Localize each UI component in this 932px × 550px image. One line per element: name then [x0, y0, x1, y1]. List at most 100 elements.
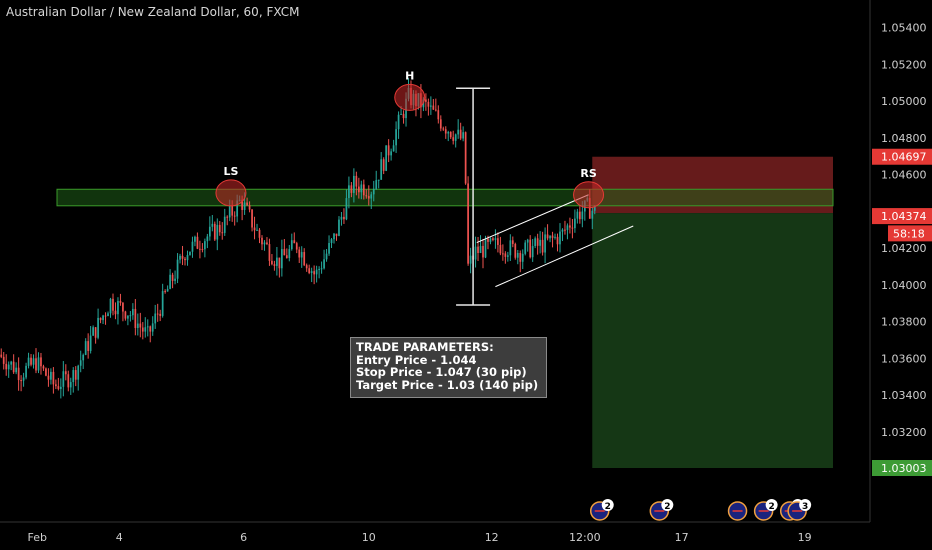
candle-body: [149, 326, 152, 332]
candle-body: [109, 298, 112, 314]
candle: [345, 189, 348, 221]
candle-body: [159, 313, 162, 316]
candle: [256, 223, 258, 231]
candle-body: [338, 219, 340, 236]
candle-body: [62, 371, 65, 387]
channel-line-2: [495, 225, 634, 288]
candle-body: [57, 386, 60, 389]
candle-body: [534, 238, 537, 247]
price-label: 58:18: [893, 227, 925, 240]
candle: [348, 176, 350, 209]
candle-body: [151, 323, 154, 332]
candle-body: [263, 242, 266, 245]
candle-body: [241, 199, 243, 210]
candle-body: [375, 180, 378, 189]
trade-parameters-heading: TRADE PARAMETERS:: [356, 340, 494, 354]
candle: [112, 293, 114, 316]
candle: [569, 217, 571, 234]
candle-body: [546, 234, 549, 239]
candle-body: [276, 257, 278, 266]
candle: [549, 235, 551, 243]
candle: [253, 216, 256, 240]
candle: [117, 297, 119, 325]
candle-body: [350, 185, 353, 193]
candle: [62, 361, 65, 397]
price-label-bg: [872, 148, 932, 165]
candle-body: [499, 244, 502, 254]
price-tick-label: 1.03800: [881, 316, 927, 329]
candle-body: [7, 364, 10, 370]
candle-body: [184, 258, 186, 261]
candle-body: [87, 341, 90, 351]
candle-body: [35, 358, 37, 371]
candle: [218, 221, 221, 236]
candle-body: [492, 238, 494, 240]
candle: [497, 232, 499, 253]
candle-body: [574, 218, 576, 229]
candle-body: [348, 185, 350, 199]
candle-body: [477, 246, 479, 254]
candle: [191, 236, 194, 258]
candle: [7, 361, 10, 378]
candle-body: [459, 129, 462, 139]
candle: [12, 354, 15, 374]
candle-body: [544, 234, 546, 253]
candle-body: [474, 246, 477, 260]
candle-body: [516, 252, 519, 258]
candle: [42, 364, 45, 371]
candle: [293, 232, 296, 244]
candle-body: [539, 239, 541, 246]
flag-count: 2: [605, 502, 611, 512]
candle: [30, 354, 32, 367]
candle-body: [559, 231, 561, 245]
candle-body: [141, 327, 144, 332]
candle-body: [482, 245, 484, 258]
candle: [437, 105, 440, 124]
candle-body: [216, 224, 219, 240]
candle-body: [318, 268, 320, 270]
candle: [330, 238, 333, 249]
candle-body: [228, 206, 231, 218]
candle-body: [146, 326, 149, 328]
event-flag-icon: 2: [589, 499, 614, 521]
event-flags[interactable]: 22223: [589, 499, 812, 521]
candle-body: [365, 195, 368, 197]
candle: [397, 111, 400, 139]
candle-body: [385, 145, 388, 171]
event-flag-icon: 3: [787, 499, 812, 521]
candle-body: [72, 370, 75, 383]
candle: [571, 219, 574, 239]
candle-body: [189, 251, 191, 256]
candle-body: [432, 105, 435, 110]
candle: [494, 229, 497, 249]
candle: [484, 235, 487, 259]
candle-body: [340, 216, 343, 220]
candle: [271, 254, 273, 266]
candle-body: [519, 252, 522, 262]
price-label: 1.04374: [881, 210, 927, 223]
candle: [357, 177, 360, 199]
candle-body: [194, 236, 196, 242]
candle-body: [382, 159, 385, 171]
candle: [161, 283, 164, 318]
candle: [452, 130, 455, 145]
candle-body: [89, 335, 92, 351]
candle: [139, 312, 142, 338]
candle: [343, 208, 345, 224]
candle-body: [484, 238, 487, 258]
candle-body: [353, 175, 355, 193]
candle: [102, 314, 104, 325]
candle: [211, 215, 214, 232]
candle-body: [204, 241, 206, 250]
candle-body: [298, 249, 301, 258]
candle-body: [442, 128, 445, 130]
candle: [59, 378, 62, 399]
candle-body: [439, 119, 442, 129]
candle: [457, 119, 460, 139]
candle: [35, 348, 37, 374]
candle-body: [295, 243, 298, 250]
candle-body: [5, 363, 8, 370]
candle-body: [181, 255, 184, 259]
candle-body: [37, 357, 40, 371]
